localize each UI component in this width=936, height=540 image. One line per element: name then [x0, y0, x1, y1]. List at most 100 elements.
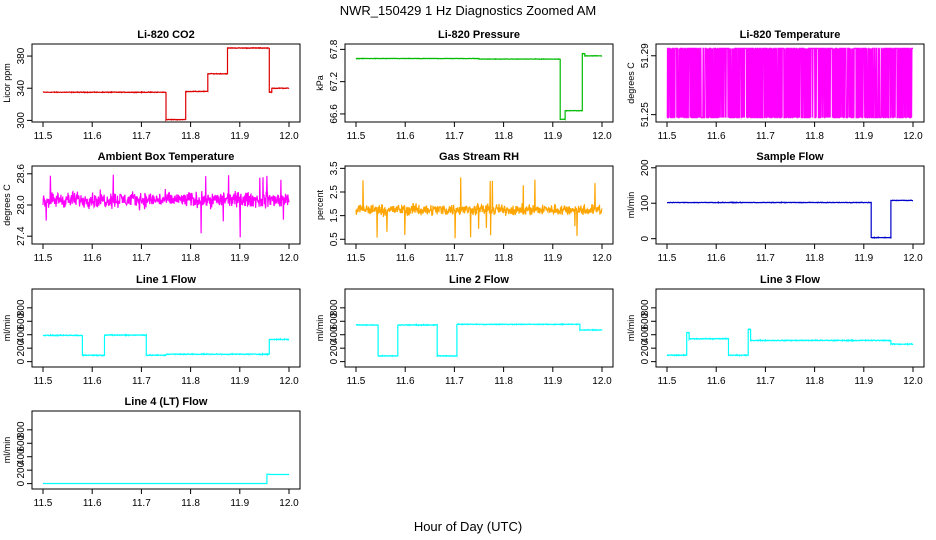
panel-title: Li-820 Pressure [438, 29, 520, 41]
y-axis-label: ml/min [2, 437, 12, 464]
x-tick-label: 11.8 [494, 131, 513, 142]
x-tick-label: 11.7 [756, 253, 775, 264]
panel-title: Line 1 Flow [136, 274, 196, 286]
x-tick-label: 11.9 [543, 131, 562, 142]
y-tick-label: 600 [329, 312, 340, 329]
x-tick-label: 11.9 [230, 131, 249, 142]
series-line [42, 46, 290, 122]
x-tick-label: 11.6 [707, 253, 726, 264]
x-tick-label: 11.5 [658, 131, 677, 142]
x-tick-label: 11.7 [445, 253, 464, 264]
y-tick-label: 400 [640, 326, 651, 343]
y-tick-label: 600 [16, 312, 27, 329]
x-tick-label: 11.8 [181, 498, 200, 509]
x-tick-label: 11.5 [34, 131, 53, 142]
plot-frame [31, 43, 301, 123]
y-tick-label: 0 [329, 358, 340, 364]
x-tick-label: 11.9 [230, 253, 249, 264]
x-tick-label: 11.9 [854, 131, 873, 142]
x-tick-label: 11.9 [854, 253, 873, 264]
y-tick-label: 200 [329, 339, 340, 356]
x-tick-label: 11.9 [230, 498, 249, 509]
y-axis-label: ml/min [626, 192, 636, 219]
y-tick-label: 27.4 [16, 226, 27, 246]
y-tick-label: 380 [16, 47, 27, 64]
panel-1: Li-820 CO2 11.5 11.6 11.7 11.8 11.9 12.0 300 340… [2, 29, 301, 142]
y-tick-label: 200 [16, 339, 27, 356]
y-tick-label: 51.25 [640, 102, 651, 127]
y-tick-label: 1.5 [329, 208, 340, 222]
x-tick-label: 11.8 [805, 131, 824, 142]
y-tick-label: 0 [640, 235, 651, 241]
panel-10: Line 4 (LT) Flow 11.5 11.6 11.7 11.8 11.9 12.0… [2, 396, 301, 509]
x-tick-label: 12.0 [903, 131, 923, 142]
x-tick-label: 12.0 [592, 131, 612, 142]
x-tick-label: 12.0 [903, 376, 923, 387]
series-line [355, 177, 603, 239]
figure-xlabel: Hour of Day (UTC) [414, 519, 522, 534]
y-tick-label: 2.5 [329, 185, 340, 199]
x-tick-label: 11.8 [805, 253, 824, 264]
panel-6: Sample Flow 11.5 11.6 11.7 11.8 11.9 12.0 0 100 2… [626, 151, 925, 264]
x-tick-label: 11.6 [83, 131, 102, 142]
y-tick-label: 66.6 [329, 104, 340, 124]
x-tick-label: 11.7 [132, 376, 151, 387]
x-tick-label: 11.7 [132, 131, 151, 142]
y-tick-label: 28.0 [16, 195, 27, 215]
x-tick-label: 11.8 [494, 253, 513, 264]
panel-title: Li-820 CO2 [137, 29, 194, 41]
y-tick-label: 0.5 [329, 232, 340, 246]
y-tick-label: 400 [329, 326, 340, 343]
panel-title: Sample Flow [756, 151, 824, 163]
x-tick-label: 11.7 [756, 131, 775, 142]
x-tick-label: 11.8 [181, 131, 200, 142]
x-tick-label: 12.0 [279, 376, 299, 387]
series-line [42, 333, 290, 357]
y-tick-label: 600 [16, 434, 27, 451]
panels-group: Li-820 CO2 11.5 11.6 11.7 11.8 11.9 12.0 300 340… [2, 29, 925, 509]
panel-7: Line 1 Flow 11.5 11.6 11.7 11.8 11.9 12.0 0 2004… [2, 274, 301, 387]
panel-title: Line 2 Flow [449, 274, 509, 286]
panel-5: Gas Stream RH 11.5 11.6 11.7 11.8 11.9 12.0 0.5… [315, 151, 614, 264]
plot-frame [344, 43, 614, 123]
plot-frame [344, 288, 614, 368]
x-tick-label: 11.5 [347, 376, 366, 387]
x-tick-label: 12.0 [279, 498, 299, 509]
y-tick-label: 400 [16, 448, 27, 465]
y-tick-label: 0 [640, 358, 651, 364]
y-tick-label: 400 [16, 326, 27, 343]
y-tick-label: 200 [640, 159, 651, 176]
y-tick-label: 100 [640, 194, 651, 211]
x-tick-label: 11.8 [181, 253, 200, 264]
series-line [666, 327, 914, 358]
y-axis-label: ml/min [315, 315, 325, 342]
plot-frame [655, 165, 925, 245]
y-tick-label: 3.5 [329, 161, 340, 175]
x-tick-label: 11.5 [347, 253, 366, 264]
x-tick-label: 11.7 [445, 376, 464, 387]
panel-8: Line 2 Flow 11.5 11.6 11.7 11.8 11.9 12.0 0 2004… [315, 274, 614, 387]
y-tick-label: 28.6 [16, 164, 27, 184]
x-tick-label: 11.9 [543, 376, 562, 387]
x-tick-label: 11.6 [83, 498, 102, 509]
panel-2: Li-820 Pressure 11.5 11.6 11.7 11.8 11.9 12.0 6… [315, 29, 614, 142]
x-tick-label: 11.5 [34, 376, 53, 387]
plot-frame [655, 288, 925, 368]
figure-title: NWR_150429 1 Hz Diagnostics Zoomed AM [340, 3, 597, 18]
y-tick-label: 67.2 [329, 71, 340, 91]
x-tick-label: 11.9 [543, 253, 562, 264]
y-tick-label: 0 [16, 480, 27, 486]
y-axis-label: degrees C [626, 62, 636, 104]
y-tick-label: 67.8 [329, 39, 340, 59]
x-tick-label: 11.7 [445, 131, 464, 142]
x-tick-label: 11.6 [83, 376, 102, 387]
x-tick-label: 11.9 [854, 376, 873, 387]
y-axis-label: ml/min [2, 315, 12, 342]
plot-frame [31, 288, 301, 368]
panel-title: Line 3 Flow [760, 274, 820, 286]
y-tick-label: 200 [640, 339, 651, 356]
y-axis-label: degrees C [2, 184, 12, 226]
x-tick-label: 11.8 [805, 376, 824, 387]
series-line [43, 473, 289, 485]
x-tick-label: 12.0 [592, 253, 612, 264]
